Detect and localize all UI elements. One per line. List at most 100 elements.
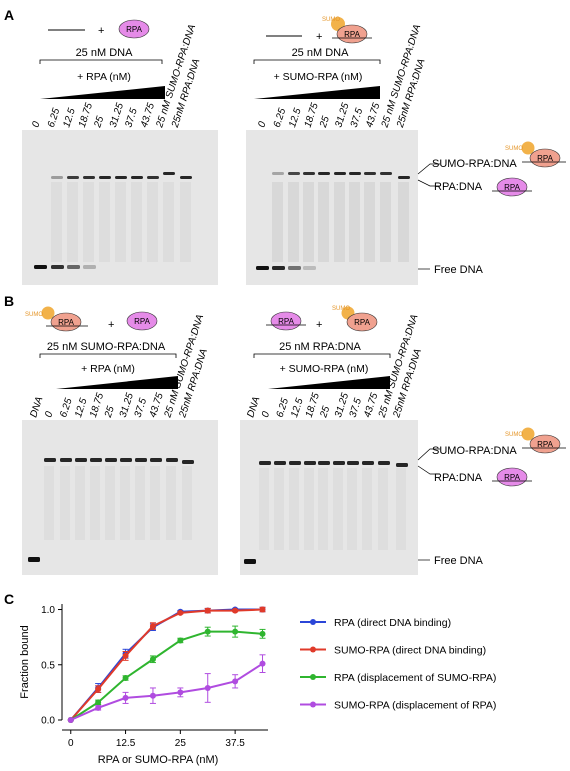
rpa-icon-label: RPA bbox=[126, 25, 143, 34]
lane-label: 6.25 bbox=[272, 107, 289, 129]
gel-band bbox=[67, 265, 80, 269]
gel-b-left-bands bbox=[28, 458, 194, 562]
gel-smear bbox=[334, 182, 345, 262]
fraction-bound-chart: Fraction bound RPA or SUMO-RPA (nM) 0.0 0… bbox=[19, 604, 268, 766]
legend-label: SUMO-RPA (displacement of RPA) bbox=[334, 700, 496, 712]
gel-band bbox=[349, 172, 361, 175]
legend-label: RPA (direct DNA binding) bbox=[334, 617, 451, 629]
plus-sign: + bbox=[316, 319, 322, 331]
rpa-icon-label: RPA bbox=[354, 318, 371, 327]
gel-band bbox=[166, 458, 178, 462]
gel-smear bbox=[90, 466, 100, 540]
gel-band bbox=[51, 265, 64, 269]
gel-smear bbox=[303, 182, 314, 262]
titration-wedge bbox=[56, 376, 178, 389]
gel-smear bbox=[318, 182, 329, 262]
x-tick-label: 12.5 bbox=[116, 738, 136, 749]
gel-smear bbox=[147, 182, 158, 262]
data-point bbox=[232, 628, 239, 635]
gel-band bbox=[75, 458, 87, 462]
titration-wedge bbox=[254, 86, 380, 99]
rpa-icon-label: RPA bbox=[344, 30, 361, 39]
gel-band bbox=[378, 461, 390, 465]
y-tick-label: 0.5 bbox=[41, 660, 55, 671]
bracket bbox=[39, 59, 163, 64]
rpa-icon bbox=[496, 177, 528, 197]
gel-smear bbox=[364, 182, 375, 262]
gel-band bbox=[347, 461, 359, 465]
rpa-icon-label: RPA bbox=[504, 473, 521, 482]
rpa-icon bbox=[270, 311, 302, 331]
sumo-rpa-icon bbox=[529, 434, 561, 454]
gel-smear bbox=[51, 182, 62, 262]
gel-band bbox=[274, 461, 286, 465]
lane-label: 37.5 bbox=[123, 107, 140, 129]
gel-smear bbox=[274, 468, 284, 550]
rpa-dna-label: RPA:DNA bbox=[434, 472, 483, 484]
data-point bbox=[204, 607, 211, 614]
data-point bbox=[122, 652, 129, 659]
gel-smear bbox=[398, 182, 409, 262]
gel-band bbox=[105, 458, 117, 462]
gel-smear bbox=[378, 468, 388, 550]
complex-label: 25 nM SUMO-RPA:DNA bbox=[47, 341, 166, 353]
gel-smear bbox=[135, 466, 145, 540]
sumo-icon bbox=[521, 141, 535, 155]
gel-band bbox=[303, 266, 316, 270]
gel-b-right bbox=[240, 420, 418, 575]
gel-b-left bbox=[22, 420, 218, 575]
data-point bbox=[177, 637, 184, 644]
gel-smear bbox=[180, 182, 191, 262]
x-tick-label: 0 bbox=[68, 738, 74, 749]
gel-smear bbox=[318, 468, 328, 550]
legend-item: RPA (direct DNA binding) bbox=[300, 617, 451, 629]
plus-sign: + bbox=[316, 31, 322, 43]
gel-smear bbox=[150, 466, 160, 540]
gel-band bbox=[34, 265, 47, 269]
plus-sign: + bbox=[98, 25, 104, 37]
titration-wedge bbox=[40, 86, 165, 99]
panel-a-left-header: + RPA 25 nM DNA + RPA (nM) bbox=[39, 19, 165, 99]
gel-band bbox=[44, 458, 56, 462]
gel-smear bbox=[131, 182, 142, 262]
data-point bbox=[204, 628, 211, 635]
gel-band bbox=[364, 172, 376, 175]
gel-band bbox=[115, 176, 127, 179]
rpa-icon-label: RPA bbox=[504, 183, 521, 192]
legend-label: SUMO-RPA (direct DNA binding) bbox=[334, 645, 486, 657]
sumo-rpa-icon bbox=[50, 312, 82, 332]
gel-band bbox=[318, 172, 330, 175]
gel-band bbox=[182, 460, 194, 464]
legend-swatch-marker bbox=[310, 674, 316, 680]
titration-label: + RPA (nM) bbox=[81, 363, 135, 375]
lane-label: 0 bbox=[256, 120, 268, 129]
data-point bbox=[232, 607, 239, 614]
data-point bbox=[259, 606, 266, 613]
sumo-icon-label: SUMO bbox=[505, 146, 523, 152]
gel-smear bbox=[182, 466, 192, 540]
gel-band bbox=[244, 559, 256, 564]
gel-smear bbox=[166, 466, 176, 540]
gel-smear bbox=[396, 468, 406, 550]
gel-band bbox=[83, 265, 96, 269]
gel-smear bbox=[67, 182, 78, 262]
gel-band bbox=[318, 461, 330, 465]
sumo-rpa-icon bbox=[346, 312, 378, 332]
lane-label: 12.5 bbox=[61, 107, 78, 129]
legend-swatch-marker bbox=[310, 646, 316, 653]
gel-band bbox=[51, 176, 63, 179]
gel-band bbox=[334, 172, 346, 175]
gel-smear bbox=[362, 468, 372, 550]
gel-smear bbox=[120, 466, 130, 540]
sumo-icon-label: SUMO bbox=[505, 432, 523, 438]
data-point bbox=[259, 630, 266, 637]
series-line bbox=[70, 608, 263, 721]
gel-band bbox=[99, 176, 111, 179]
rpa-icon-label: RPA bbox=[537, 154, 554, 163]
gel-band bbox=[333, 461, 345, 465]
gel-band bbox=[289, 461, 301, 465]
gel-band bbox=[303, 172, 315, 175]
chart-legend: RPA (direct DNA binding) SUMO-RPA (direct… bbox=[300, 617, 496, 712]
gel-smear bbox=[380, 182, 391, 262]
titration-label: + SUMO-RPA (nM) bbox=[274, 71, 363, 83]
